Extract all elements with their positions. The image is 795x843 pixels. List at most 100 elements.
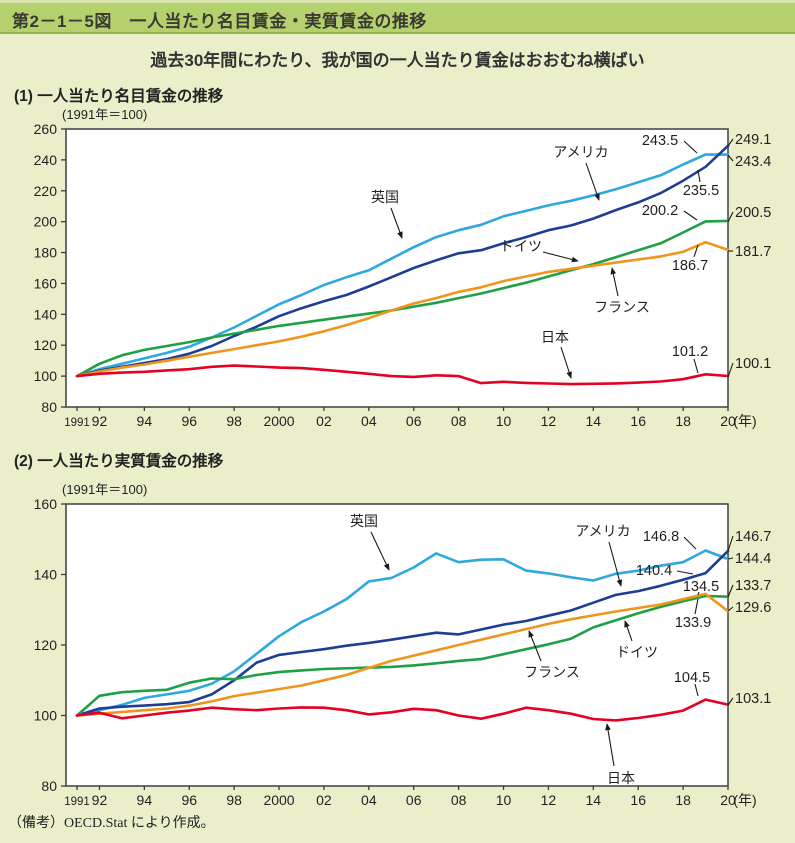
- callout-label: 235.5: [683, 183, 719, 199]
- x-tick-label: 92: [92, 413, 108, 429]
- y-tick-label: 140: [34, 567, 58, 583]
- x-tick-label: 18: [675, 792, 691, 808]
- callout-label: 104.5: [674, 670, 710, 686]
- chart-2: [61, 503, 734, 790]
- x-tick-label: 04: [361, 413, 377, 429]
- plot-area: [65, 503, 729, 787]
- x-tick-label: 14: [586, 792, 602, 808]
- x-tick-label: 10: [496, 413, 512, 429]
- x-tick-label: 2000: [263, 413, 294, 429]
- callout-label: 英国: [350, 513, 378, 529]
- edge-label-leader: [727, 535, 734, 552]
- y-tick-label: 260: [34, 121, 58, 137]
- chart-1: [61, 128, 734, 411]
- figure-title: 第2－1－5図 一人当たり名目賃金・実質賃金の推移: [12, 12, 427, 31]
- x-tick-label: 14: [586, 413, 602, 429]
- figure-subtitle: 過去30年間にわたり、我が国の一人当たり賃金はおおむね横ばい: [150, 51, 645, 70]
- x-tick-label: 92: [92, 792, 108, 808]
- series-line-germany: [75, 219, 730, 378]
- edge-label-leader: [727, 606, 734, 612]
- x-tick-label: 1991: [64, 796, 90, 808]
- x-tick-label: 06: [406, 413, 422, 429]
- callout-leader: [694, 598, 699, 615]
- callout-leader: [676, 570, 694, 575]
- x-tick-label: 10: [496, 792, 512, 808]
- x-tick-label: 06: [406, 792, 422, 808]
- edge-label-leader: [727, 138, 734, 147]
- x-tick-label: 2000: [263, 792, 294, 808]
- callout-arrow: [610, 267, 619, 297]
- x-tick-label: 20: [720, 792, 736, 808]
- end-value-label: 243.4: [735, 154, 771, 170]
- callout-arrow: [605, 723, 615, 767]
- edge-label-leader: [727, 154, 734, 162]
- x-tick-label: 08: [451, 413, 467, 429]
- y-tick-label: 220: [34, 183, 58, 199]
- end-value-label: 144.4: [735, 551, 771, 567]
- x-tick-label: 96: [181, 792, 197, 808]
- callout-arrow: [542, 251, 579, 263]
- end-value-label: 146.7: [735, 529, 771, 545]
- end-value-label: 133.7: [735, 578, 771, 594]
- y-tick-label: 140: [34, 306, 58, 322]
- callout-label: ドイツ: [616, 644, 658, 660]
- edge-label-leader: [727, 362, 734, 378]
- callout-label: 140.4: [636, 563, 672, 579]
- x-tick-label: 94: [137, 792, 153, 808]
- x-tick-label: 04: [361, 792, 377, 808]
- series-line-japan: [75, 698, 730, 722]
- chart2-unit-note: (1991年＝100): [62, 482, 148, 497]
- callout-label: 日本: [607, 770, 635, 786]
- edge-label-leader: [727, 697, 734, 706]
- x-tick-label: 98: [226, 792, 242, 808]
- callout-label: フランス: [524, 664, 580, 680]
- y-tick-label: 120: [34, 637, 58, 653]
- y-tick-label: 120: [34, 337, 58, 353]
- callout-leader: [693, 244, 699, 258]
- x-tick-label: 18: [675, 413, 691, 429]
- callout-leader: [697, 591, 700, 596]
- edge-label-leader: [727, 584, 734, 598]
- end-value-label: 200.5: [735, 205, 771, 221]
- callout-leader: [694, 683, 699, 697]
- end-value-label: 100.1: [735, 356, 771, 372]
- series-line-usa: [75, 549, 730, 717]
- series-line-uk: [75, 549, 730, 717]
- y-tick-label: 80: [41, 399, 57, 415]
- y-tick-label: 240: [34, 152, 58, 168]
- callout-label: ドイツ: [500, 238, 542, 254]
- y-tick-label: 180: [34, 245, 58, 261]
- x-tick-label: 12: [541, 792, 557, 808]
- y-tick-label: 160: [34, 275, 58, 291]
- callout-arrow: [390, 207, 403, 239]
- series-line-germany: [75, 594, 730, 717]
- callout-label: 101.2: [672, 344, 708, 360]
- x-tick-label: 02: [316, 792, 332, 808]
- series-line-usa: [75, 144, 730, 378]
- chart2-heading: (2) 一人当たり実質賃金の推移: [14, 453, 224, 470]
- end-value-label: 129.6: [735, 600, 771, 616]
- y-tick-label: 160: [34, 496, 58, 512]
- series-line-uk: [75, 153, 730, 378]
- x-tick-label: 16: [630, 792, 646, 808]
- callout-label: アメリカ: [575, 523, 630, 539]
- edge-label-leader: [727, 211, 734, 223]
- series-line-japan: [75, 364, 730, 386]
- x-tick-label: 1991: [64, 417, 90, 429]
- x-tick-label: 08: [451, 792, 467, 808]
- callout-leader: [683, 140, 698, 154]
- x-tick-label: 94: [137, 413, 153, 429]
- callout-label: 日本: [541, 329, 569, 345]
- callout-arrow: [370, 531, 390, 571]
- edge-label-leader: [727, 557, 734, 560]
- series-line-france: [75, 240, 730, 378]
- plot-area: [65, 128, 729, 408]
- callout-label: アメリカ: [553, 144, 608, 160]
- y-tick-label: 100: [34, 368, 58, 384]
- x-tick-label: 96: [181, 413, 197, 429]
- end-value-label: 249.1: [735, 132, 771, 148]
- callout-label: 200.2: [642, 203, 678, 219]
- x-tick-label: 16: [630, 413, 646, 429]
- callout-label: フランス: [594, 299, 650, 315]
- callout-label: 133.9: [675, 615, 711, 631]
